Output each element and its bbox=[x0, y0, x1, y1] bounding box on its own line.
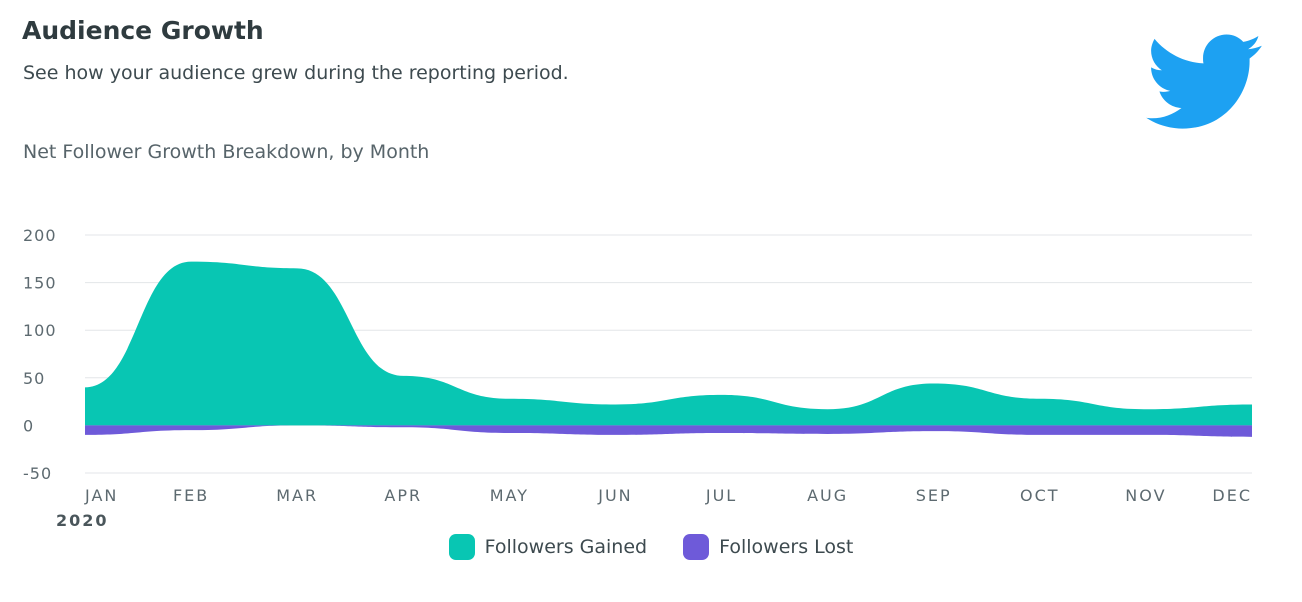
x-tick-label: MAR bbox=[276, 486, 318, 505]
y-tick-label: 200 bbox=[23, 226, 57, 245]
x-year-label: 2020 bbox=[56, 511, 109, 530]
x-tick-label: DEC bbox=[1212, 486, 1252, 505]
y-tick-label: -50 bbox=[23, 464, 52, 483]
legend-swatch-lost bbox=[683, 534, 710, 560]
legend-item-followers-gained[interactable]: Followers Gained bbox=[448, 534, 648, 560]
x-tick-label: SEP bbox=[916, 486, 952, 505]
twitter-bird-icon bbox=[1146, 34, 1262, 129]
x-tick-label: JAN bbox=[84, 486, 118, 505]
chart-legend: Followers Gained Followers Lost bbox=[0, 534, 1302, 560]
x-tick-label: JUL bbox=[705, 486, 737, 505]
x-tick-label: JUN bbox=[597, 486, 632, 505]
y-tick-label: 50 bbox=[23, 369, 45, 388]
section-subtitle: See how your audience grew during the re… bbox=[23, 62, 569, 84]
legend-label-lost: Followers Lost bbox=[719, 536, 854, 558]
legend-item-followers-lost[interactable]: Followers Lost bbox=[683, 534, 853, 560]
legend-label-gained: Followers Gained bbox=[484, 536, 648, 558]
follower-growth-chart: 200 150 100 50 0 -50 JAN FEB MAR APR MAY JUN JUL AUG S… bbox=[23, 226, 1253, 530]
followers-gained-area bbox=[85, 261, 1252, 426]
y-tick-label: 100 bbox=[23, 321, 57, 340]
x-tick-label: APR bbox=[384, 486, 422, 505]
x-tick-label: OCT bbox=[1020, 486, 1060, 505]
x-tick-label: AUG bbox=[807, 486, 848, 505]
chart-title: Net Follower Growth Breakdown, by Month bbox=[23, 141, 430, 163]
x-tick-label: MAY bbox=[490, 486, 529, 505]
y-tick-label: 0 bbox=[23, 416, 34, 435]
y-tick-label: 150 bbox=[23, 274, 57, 293]
x-tick-label: NOV bbox=[1125, 486, 1166, 505]
x-tick-label: FEB bbox=[173, 486, 209, 505]
section-title: Audience Growth bbox=[22, 16, 264, 45]
legend-swatch-gained bbox=[448, 534, 475, 560]
followers-lost-area bbox=[85, 425, 1252, 437]
